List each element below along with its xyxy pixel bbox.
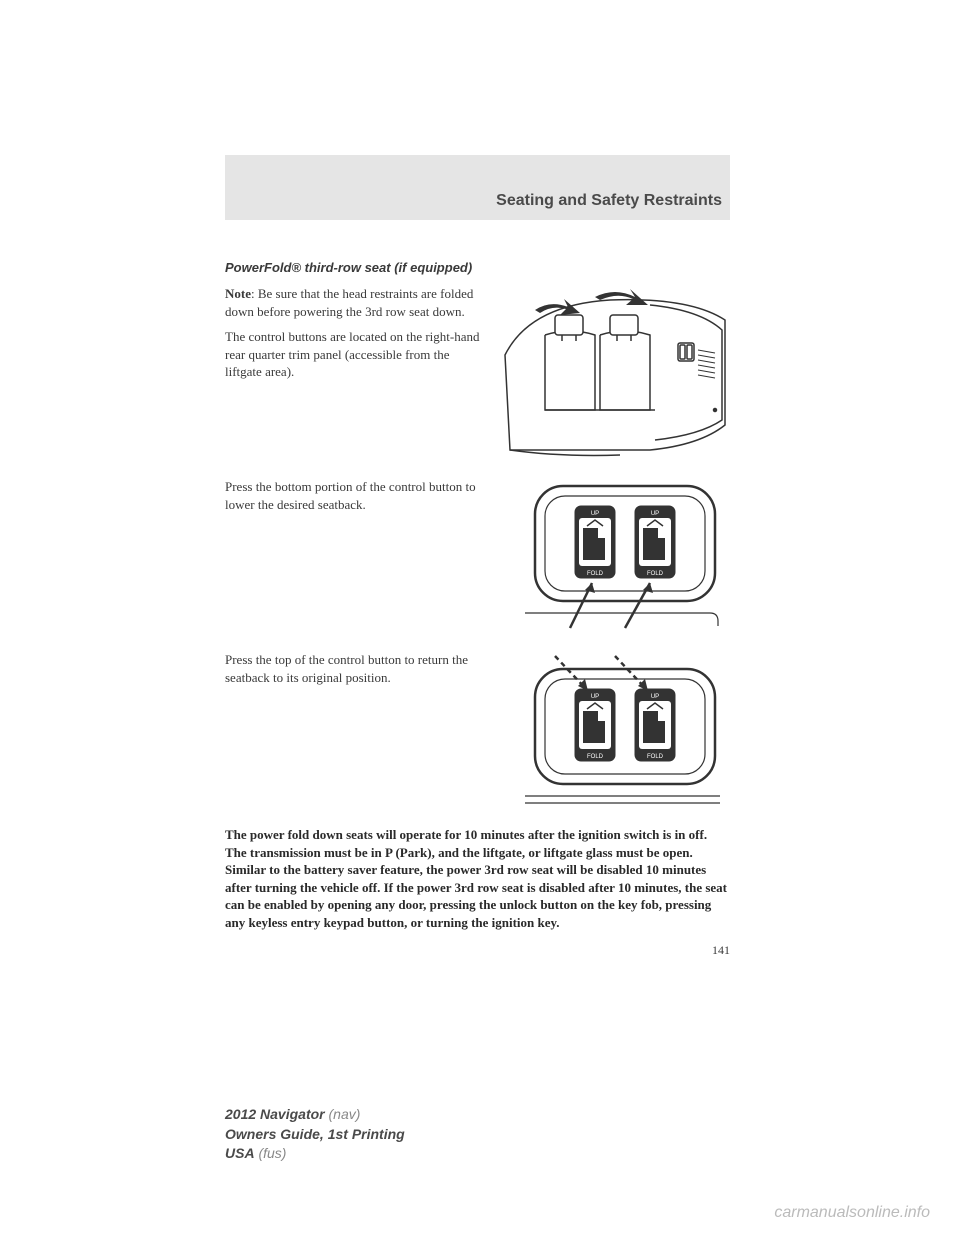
illustration-button-up: UP FOLD UP FOLD xyxy=(520,651,730,806)
chapter-title: Seating and Safety Restraints xyxy=(496,192,730,210)
svg-text:FOLD: FOLD xyxy=(647,754,664,760)
note-label: Note xyxy=(225,286,251,301)
watermark: carmanualsonline.info xyxy=(774,1204,930,1222)
para-press-bottom: Press the bottom portion of the control … xyxy=(225,478,500,513)
footer-line-2: Owners Guide, 1st Printing xyxy=(225,1125,405,1145)
footer-line-3: USA (fus) xyxy=(225,1144,405,1164)
illustration-seat-rear xyxy=(500,285,730,460)
footer-model: 2012 Navigator xyxy=(225,1106,325,1122)
header-gray-box: Seating and Safety Restraints xyxy=(225,155,730,220)
footer: 2012 Navigator (nav) Owners Guide, 1st P… xyxy=(225,1105,405,1164)
footer-code1: (nav) xyxy=(325,1106,361,1122)
svg-text:UP: UP xyxy=(591,511,599,517)
section-title: PowerFold® third-row seat (if equipped) xyxy=(225,260,730,275)
row-1: Note: Be sure that the head restraints a… xyxy=(225,285,730,460)
illustration-button-fold: UP FOLD UP FOLD xyxy=(520,478,730,633)
para-control-location: The control buttons are located on the r… xyxy=(225,328,480,381)
footer-region: USA xyxy=(225,1145,255,1161)
para-operation-conditions: The power fold down seats will operate f… xyxy=(225,826,730,931)
footer-line-1: 2012 Navigator (nav) xyxy=(225,1105,405,1125)
note-text: : Be sure that the head restraints are f… xyxy=(225,286,473,319)
svg-text:FOLD: FOLD xyxy=(647,571,664,577)
svg-text:UP: UP xyxy=(651,511,659,517)
svg-text:UP: UP xyxy=(591,694,599,700)
svg-text:UP: UP xyxy=(651,694,659,700)
svg-text:FOLD: FOLD xyxy=(587,571,604,577)
row-3: Press the top of the control button to r… xyxy=(225,651,730,806)
svg-text:FOLD: FOLD xyxy=(587,754,604,760)
row-2: Press the bottom portion of the control … xyxy=(225,478,730,633)
page-content: PowerFold® third-row seat (if equipped) … xyxy=(225,260,730,958)
para-press-top: Press the top of the control button to r… xyxy=(225,651,500,686)
page-number: 141 xyxy=(225,943,730,958)
footer-guide: Owners Guide, 1st Printing xyxy=(225,1126,405,1142)
footer-code2: (fus) xyxy=(255,1145,287,1161)
para-note: Note: Be sure that the head restraints a… xyxy=(225,285,480,320)
